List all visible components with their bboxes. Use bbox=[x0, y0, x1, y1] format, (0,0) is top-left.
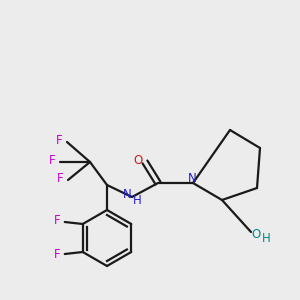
Text: O: O bbox=[134, 154, 142, 166]
Text: H: H bbox=[133, 194, 141, 208]
Text: F: F bbox=[49, 154, 55, 167]
Text: N: N bbox=[123, 188, 131, 200]
Text: N: N bbox=[188, 172, 196, 184]
Text: F: F bbox=[57, 172, 63, 185]
Text: F: F bbox=[53, 214, 60, 227]
Text: O: O bbox=[251, 227, 261, 241]
Text: F: F bbox=[56, 134, 62, 148]
Text: H: H bbox=[262, 232, 270, 244]
Text: F: F bbox=[53, 248, 60, 262]
